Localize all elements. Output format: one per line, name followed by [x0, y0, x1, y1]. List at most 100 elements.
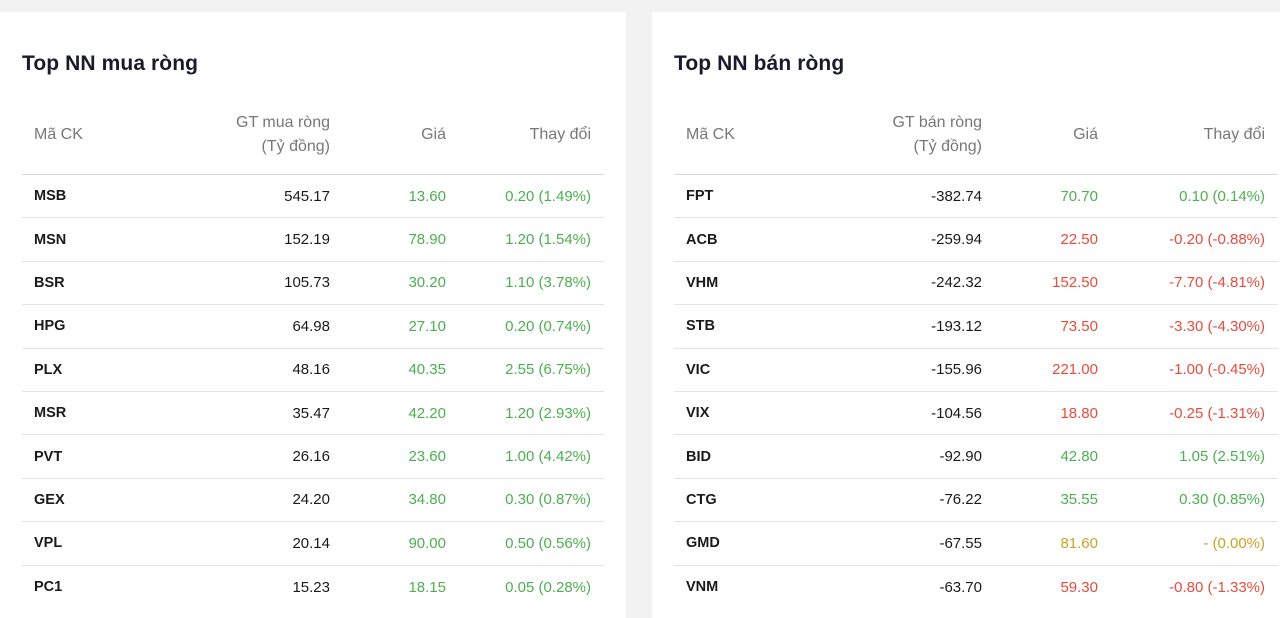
column-header-change[interactable]: Thay đổi	[1203, 126, 1265, 143]
price: 78.90	[408, 231, 446, 249]
stock-code[interactable]: GMD	[686, 535, 720, 552]
price-change: -0.20 (-0.88%)	[1169, 231, 1265, 249]
price-change: 1.05 (2.51%)	[1179, 448, 1265, 466]
price-change: -1.00 (-0.45%)	[1169, 361, 1265, 379]
table-row[interactable]: MSB 545.17 13.60 0.20 (1.49%)	[22, 175, 604, 219]
price-change: -7.70 (-4.81%)	[1169, 274, 1265, 292]
table-row[interactable]: GMD -67.55 81.60 - (0.00%)	[674, 522, 1278, 566]
net-sell-table: Mã CK GT bán ròng (Tỷ đồng) Giá Thay đổi…	[674, 106, 1278, 609]
net-value: 24.20	[292, 491, 330, 509]
net-value: 64.98	[292, 317, 330, 335]
net-value: 152.19	[284, 231, 330, 249]
price-change: 1.20 (1.54%)	[505, 231, 591, 249]
table-row[interactable]: BSR 105.73 30.20 1.10 (3.78%)	[22, 262, 604, 306]
price-change: 0.05 (0.28%)	[505, 578, 591, 596]
stock-code[interactable]: GEX	[34, 491, 65, 508]
stock-code[interactable]: VIC	[686, 361, 711, 378]
stock-code[interactable]: BSR	[34, 274, 65, 291]
table-row[interactable]: GEX 24.20 34.80 0.30 (0.87%)	[22, 479, 604, 523]
stock-code[interactable]: HPG	[34, 318, 66, 335]
price: 22.50	[1060, 231, 1098, 249]
price: 81.60	[1060, 534, 1098, 552]
stock-code[interactable]: BID	[686, 448, 711, 465]
table-row[interactable]: ACB -259.94 22.50 -0.20 (-0.88%)	[674, 218, 1278, 262]
price: 90.00	[408, 534, 446, 552]
table-row[interactable]: HPG 64.98 27.10 0.20 (0.74%)	[22, 305, 604, 349]
net-value: 20.14	[292, 534, 330, 552]
net-value: 48.16	[292, 361, 330, 379]
table-row[interactable]: VPL 20.14 90.00 0.50 (0.56%)	[22, 522, 604, 566]
column-header-value-line1: GT mua ròng	[236, 114, 330, 131]
column-header-price[interactable]: Giá	[421, 126, 446, 143]
price-change: 0.50 (0.56%)	[505, 534, 591, 552]
table-row[interactable]: PLX 48.16 40.35 2.55 (6.75%)	[22, 349, 604, 392]
price-change: 0.20 (1.49%)	[505, 187, 591, 205]
stock-code[interactable]: MSR	[34, 405, 67, 422]
table-row[interactable]: PVT 26.16 23.60 1.00 (4.42%)	[22, 435, 604, 479]
stock-code[interactable]: ACB	[686, 231, 718, 248]
table-row[interactable]: CTG -76.22 35.55 0.30 (0.85%)	[674, 479, 1278, 523]
stock-code[interactable]: FPT	[686, 188, 714, 205]
table-row[interactable]: STB -193.12 73.50 -3.30 (-4.30%)	[674, 305, 1278, 349]
net-value: 26.16	[292, 448, 330, 466]
net-value: 545.17	[284, 187, 330, 205]
price: 59.30	[1060, 578, 1098, 596]
table-body: FPT -382.74 70.70 0.10 (0.14%) ACB -259.94 22.…	[674, 175, 1278, 609]
column-header-code[interactable]: Mã CK	[686, 126, 735, 143]
stock-code[interactable]: VHM	[686, 274, 719, 291]
table-header: Mã CK GT mua ròng (Tỷ đồng) Giá Thay đổi	[22, 106, 604, 175]
stock-code[interactable]: VPL	[34, 535, 63, 552]
panel-title: Top NN mua ròng	[22, 52, 199, 75]
table-row[interactable]: VHM -242.32 152.50 -7.70 (-4.81%)	[674, 262, 1278, 306]
stock-code[interactable]: MSB	[34, 188, 67, 205]
price-change: 1.10 (3.78%)	[505, 274, 591, 292]
column-header-change[interactable]: Thay đổi	[529, 126, 591, 143]
table-row[interactable]: BID -92.90 42.80 1.05 (2.51%)	[674, 435, 1278, 479]
price-change: 1.00 (4.42%)	[505, 448, 591, 466]
price-change: 0.30 (0.87%)	[505, 491, 591, 509]
stock-code[interactable]: PLX	[34, 361, 63, 378]
net-buy-table: Mã CK GT mua ròng (Tỷ đồng) Giá Thay đổi…	[22, 106, 604, 609]
price: 13.60	[408, 187, 446, 205]
price: 23.60	[408, 448, 446, 466]
stock-code[interactable]: STB	[686, 318, 715, 335]
net-value: -242.32	[931, 274, 982, 292]
column-header-value[interactable]: GT bán ròng (Tỷ đồng)	[814, 106, 982, 174]
price: 221.00	[1052, 361, 1098, 379]
price: 42.80	[1060, 448, 1098, 466]
column-header-value-line2: (Tỷ đồng)	[913, 138, 982, 155]
price-change: -3.30 (-4.30%)	[1169, 317, 1265, 335]
panel-title: Top NN bán ròng	[674, 52, 845, 75]
table-row[interactable]: VNM -63.70 59.30 -0.80 (-1.33%)	[674, 566, 1278, 609]
net-value: -155.96	[931, 361, 982, 379]
column-header-value[interactable]: GT mua ròng (Tỷ đồng)	[162, 106, 330, 174]
table-body: MSB 545.17 13.60 0.20 (1.49%) MSN 152.19 78.90…	[22, 175, 604, 609]
table-row[interactable]: VIC -155.96 221.00 -1.00 (-0.45%)	[674, 349, 1278, 392]
table-row[interactable]: PC1 15.23 18.15 0.05 (0.28%)	[22, 566, 604, 609]
stock-code[interactable]: PVT	[34, 448, 63, 465]
column-header-price[interactable]: Giá	[1073, 126, 1098, 143]
price: 18.80	[1060, 404, 1098, 422]
column-header-code[interactable]: Mã CK	[34, 126, 83, 143]
net-value: 35.47	[292, 404, 330, 422]
table-row[interactable]: VIX -104.56 18.80 -0.25 (-1.31%)	[674, 392, 1278, 436]
table-row[interactable]: MSN 152.19 78.90 1.20 (1.54%)	[22, 218, 604, 262]
price: 73.50	[1060, 317, 1098, 335]
stock-code[interactable]: VNM	[686, 579, 719, 596]
stock-code[interactable]: CTG	[686, 491, 717, 508]
price: 34.80	[408, 491, 446, 509]
price-change: 2.55 (6.75%)	[505, 361, 591, 379]
price-change: 0.20 (0.74%)	[505, 317, 591, 335]
stock-code[interactable]: VIX	[686, 405, 710, 422]
table-row[interactable]: MSR 35.47 42.20 1.20 (2.93%)	[22, 392, 604, 436]
price-change: -0.25 (-1.31%)	[1169, 404, 1265, 422]
table-row[interactable]: FPT -382.74 70.70 0.10 (0.14%)	[674, 175, 1278, 219]
price-change: 1.20 (2.93%)	[505, 404, 591, 422]
net-value: 15.23	[292, 578, 330, 596]
price-change: 0.10 (0.14%)	[1179, 187, 1265, 205]
net-value: -382.74	[931, 187, 982, 205]
price-change: - (0.00%)	[1203, 534, 1265, 552]
top-foreign-net-sell-panel: Top NN bán ròng Mã CK GT bán ròng (Tỷ đồ…	[652, 12, 1280, 618]
stock-code[interactable]: PC1	[34, 579, 63, 596]
stock-code[interactable]: MSN	[34, 231, 67, 248]
